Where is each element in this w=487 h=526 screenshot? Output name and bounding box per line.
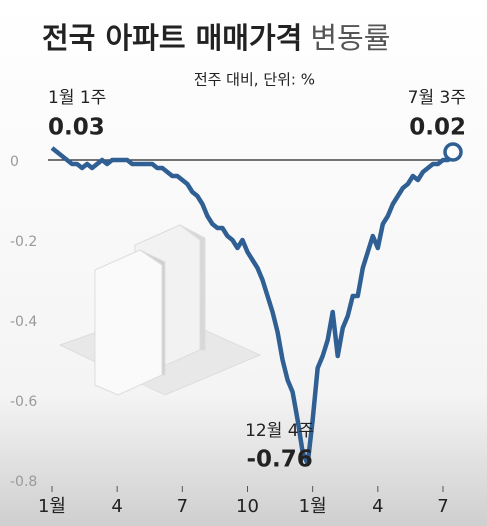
annotation-label: 7월 3주 [408, 88, 466, 108]
y-tick-label: 0 [10, 154, 19, 170]
x-tick-label: 7 [177, 496, 188, 517]
x-tick-label: 10 [236, 496, 259, 517]
x-tick-label: 4 [111, 496, 122, 517]
x-tick-label: 7 [437, 496, 448, 517]
y-tick-label: -0.6 [10, 394, 37, 410]
annotation-label: 12월 4주 [245, 421, 314, 441]
line [50, 146, 455, 467]
x-tick-label: 1월 [299, 496, 327, 517]
x-tick-label: 4 [372, 496, 383, 517]
subtitle: 전주 대비, 단위: % [194, 71, 315, 89]
buildings [58, 224, 262, 396]
x-tick-label: 1월 [38, 496, 66, 517]
annotation-label: 1월 1주 [48, 88, 106, 108]
y-tick-label: -0.4 [10, 314, 37, 330]
y-tick-label: -0.8 [10, 474, 37, 490]
value-label: -0.76 [246, 447, 312, 473]
y-tick-label: -0.2 [10, 234, 37, 250]
end-point [443, 142, 463, 162]
chart-title: 전국 아파트 매매가격 변동률 [42, 21, 390, 55]
value-label: 0.03 [48, 115, 105, 141]
value-label: 0.02 [409, 115, 466, 141]
